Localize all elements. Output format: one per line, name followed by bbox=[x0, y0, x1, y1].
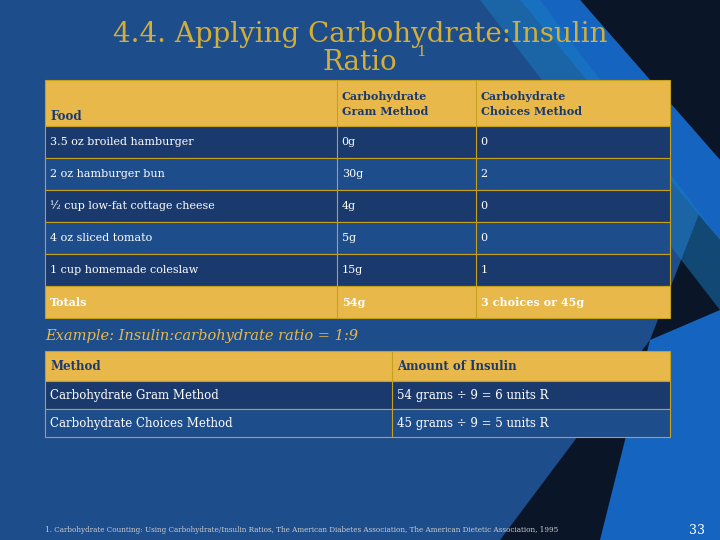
Text: Amount of Insulin: Amount of Insulin bbox=[397, 360, 517, 373]
Text: 1 cup homemade coleslaw: 1 cup homemade coleslaw bbox=[50, 265, 198, 275]
Text: 1: 1 bbox=[416, 45, 426, 59]
Text: Carbohydrate: Carbohydrate bbox=[480, 91, 566, 102]
Bar bbox=[45, 158, 670, 190]
Bar bbox=[45, 126, 670, 158]
Bar bbox=[45, 190, 670, 222]
Text: Carbohydrate Gram Method: Carbohydrate Gram Method bbox=[50, 388, 219, 402]
Bar bbox=[45, 80, 670, 126]
Polygon shape bbox=[500, 0, 720, 540]
Text: 4 oz sliced tomato: 4 oz sliced tomato bbox=[50, 233, 152, 243]
Text: 0g: 0g bbox=[342, 137, 356, 147]
Text: Food: Food bbox=[50, 110, 81, 123]
Polygon shape bbox=[520, 0, 720, 240]
Polygon shape bbox=[600, 310, 720, 540]
Text: Example: Insulin:carbohydrate ratio = 1:9: Example: Insulin:carbohydrate ratio = 1:… bbox=[45, 329, 358, 343]
Bar bbox=[45, 381, 670, 409]
Text: Choices Method: Choices Method bbox=[480, 106, 582, 117]
Text: 5g: 5g bbox=[342, 233, 356, 243]
Bar bbox=[45, 409, 670, 437]
Polygon shape bbox=[480, 0, 720, 160]
Text: Gram Method: Gram Method bbox=[342, 106, 428, 117]
Text: Totals: Totals bbox=[50, 296, 88, 307]
Text: 54 grams ÷ 9 = 6 units R: 54 grams ÷ 9 = 6 units R bbox=[397, 388, 549, 402]
Text: Method: Method bbox=[50, 360, 101, 373]
Text: 4.4. Applying Carbohydrate:Insulin: 4.4. Applying Carbohydrate:Insulin bbox=[113, 22, 607, 49]
Text: 2: 2 bbox=[480, 169, 487, 179]
Bar bbox=[45, 254, 670, 286]
Text: 4g: 4g bbox=[342, 201, 356, 211]
Bar bbox=[45, 351, 670, 381]
Text: 45 grams ÷ 9 = 5 units R: 45 grams ÷ 9 = 5 units R bbox=[397, 416, 549, 429]
Text: 3.5 oz broiled hamburger: 3.5 oz broiled hamburger bbox=[50, 137, 194, 147]
Bar bbox=[45, 286, 670, 318]
Text: 54g: 54g bbox=[342, 296, 365, 307]
Text: Carbohydrate: Carbohydrate bbox=[342, 91, 427, 102]
Text: 3 choices or 45g: 3 choices or 45g bbox=[480, 296, 584, 307]
Text: 0: 0 bbox=[480, 201, 487, 211]
Text: 1: 1 bbox=[480, 265, 487, 275]
Text: 30g: 30g bbox=[342, 169, 363, 179]
Text: 0: 0 bbox=[480, 233, 487, 243]
Text: 15g: 15g bbox=[342, 265, 363, 275]
Polygon shape bbox=[480, 0, 720, 310]
Text: 33: 33 bbox=[689, 523, 705, 537]
Text: 2 oz hamburger bun: 2 oz hamburger bun bbox=[50, 169, 165, 179]
Bar bbox=[45, 222, 670, 254]
Text: ½ cup low-fat cottage cheese: ½ cup low-fat cottage cheese bbox=[50, 201, 215, 211]
Text: Carbohydrate Choices Method: Carbohydrate Choices Method bbox=[50, 416, 233, 429]
Text: 1. Carbohydrate Counting: Using Carbohydrate/Insulin Ratios, The American Diabet: 1. Carbohydrate Counting: Using Carbohyd… bbox=[45, 526, 558, 534]
Text: 0: 0 bbox=[480, 137, 487, 147]
Text: Ratio: Ratio bbox=[323, 49, 397, 76]
